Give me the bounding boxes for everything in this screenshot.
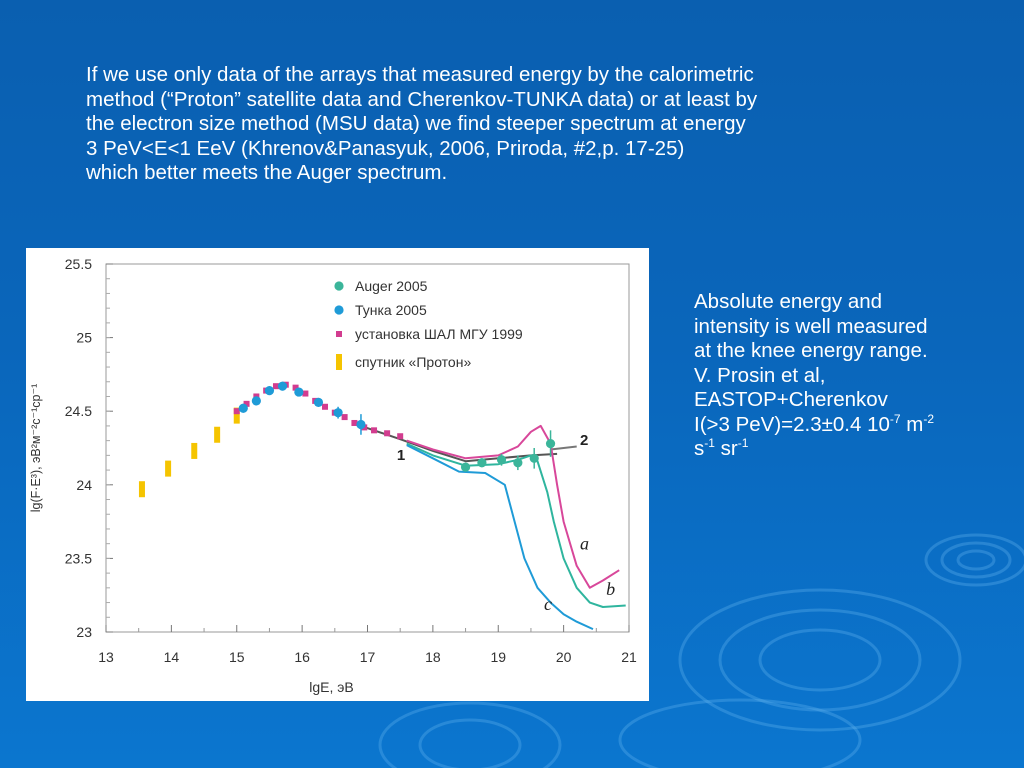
x-tick-label: 16: [294, 649, 310, 665]
y-tick-label: 24.5: [65, 403, 92, 419]
legend-marker: [334, 281, 344, 291]
y-tick-label: 23: [76, 624, 92, 640]
curve-2: [550, 445, 577, 451]
legend-marker: [334, 305, 344, 315]
intensity-text: I(>3 PeV)=2.3±0.4 10: [694, 412, 890, 436]
legend-label: Тунка 2005: [355, 302, 427, 318]
unit-sr: sr: [714, 437, 738, 460]
msu-point: [341, 414, 348, 421]
tunka-point: [277, 381, 288, 391]
side-note: Absolute energy and intensity is well me…: [694, 290, 1014, 462]
spectrum-figure: 13 14 15 16 17 18 19 20 21 23 23.5 24 24.5 25 25.5 lgE,…: [26, 248, 649, 701]
legend-label: спутник «Протон»: [355, 354, 471, 370]
x-tick-label: 21: [621, 649, 637, 665]
msu-point: [397, 433, 404, 440]
y-tick-label: 25.5: [65, 256, 92, 272]
x-axis-label: lgE, эВ: [309, 679, 354, 695]
curve-b: [406, 442, 626, 608]
y-tick-label: 23.5: [65, 550, 92, 566]
msu-point: [292, 384, 299, 391]
intensity-exponent: -7: [889, 411, 901, 426]
y-tick-label: 24: [76, 477, 92, 493]
msu-point: [272, 383, 279, 390]
legend-marker: [336, 354, 342, 370]
side-line: at the knee energy range.: [694, 339, 928, 362]
intensity-unit-exponent: -2: [923, 411, 935, 426]
x-tick-label: 14: [164, 649, 180, 665]
proton-point: [233, 407, 240, 424]
paragraph-line: method (“Proton” satellite data and Cher…: [86, 87, 758, 111]
proton-point: [191, 442, 198, 459]
intensity-line: I(>3 PeV)=2.3±0.4 10-7 m-2: [694, 413, 1014, 438]
msu-point: [371, 427, 378, 434]
auger-point: [477, 458, 487, 468]
curve-label: a: [580, 534, 589, 554]
tunka-point: [294, 387, 304, 397]
side-line: Absolute energy and: [694, 290, 883, 313]
paragraph-line: If we use only data of the arrays that m…: [86, 63, 754, 86]
tunka-point: [356, 419, 366, 430]
auger-point: [513, 458, 523, 468]
msu-point: [322, 403, 329, 410]
side-line: intensity is well measured: [694, 314, 928, 338]
auger-point: [529, 453, 539, 463]
proton-point: [138, 481, 145, 498]
y-axis-label: lg(F·E³), эВ²м⁻²с⁻¹ср⁻¹: [29, 384, 43, 513]
curve-label: 2: [580, 432, 588, 449]
side-line: V. Prosin et al,: [694, 363, 826, 387]
spectrum-chart: 13 14 15 16 17 18 19 20 212323.52424.52525.5lgE,…: [29, 256, 637, 695]
unit-sr-exponent: -1: [737, 436, 749, 451]
auger-point: [496, 455, 507, 465]
x-tick-label: 17: [360, 649, 376, 665]
unit-s: s: [694, 437, 705, 460]
curve-label: c: [544, 594, 552, 614]
x-tick-label: 20: [556, 649, 572, 665]
x-tick-label: 15: [229, 649, 245, 665]
unit-line: s-1 sr-1: [694, 437, 1014, 462]
tunka-point: [238, 403, 248, 413]
paragraph-line: which better meets the Auger spectrum.: [86, 161, 448, 185]
y-tick-label: 25: [76, 330, 92, 346]
side-line: EASTOP+Cherenkov: [694, 388, 888, 411]
curve-c: [406, 444, 594, 631]
legend-marker: [336, 331, 342, 337]
msu-point: [351, 419, 358, 426]
curve-label: b: [606, 579, 615, 599]
curve-label: 1: [397, 447, 405, 464]
proton-point: [165, 460, 172, 477]
msu-point: [233, 408, 240, 415]
paragraph-line: the electron size method (MSU data) we f…: [86, 112, 746, 136]
msu-point: [384, 430, 391, 437]
x-tick-label: 18: [425, 649, 441, 665]
msu-point: [302, 390, 309, 397]
tunka-point: [264, 385, 275, 396]
unit-s-exponent: -1: [704, 436, 715, 451]
paragraph-line: 3 PeV<E<1 EeV (Khrenov&Panasyuk, 2006, P…: [86, 136, 685, 160]
proton-point: [214, 426, 221, 443]
intensity-unit: m: [900, 412, 924, 436]
slide-paragraph: If we use only data of the arrays that m…: [86, 63, 966, 186]
tunka-point: [313, 397, 324, 407]
auger-point: [545, 438, 556, 449]
x-tick-label: 19: [490, 649, 506, 665]
auger-point: [460, 462, 471, 472]
msu-point: [243, 400, 250, 407]
tunka-point: [251, 396, 261, 406]
x-tick-label: 13: [98, 649, 114, 665]
legend-label: Auger 2005: [355, 278, 428, 294]
legend-label: установка ШАЛ МГУ 1999: [355, 326, 523, 342]
tunka-point: [333, 408, 343, 418]
curve-a: [406, 424, 620, 589]
